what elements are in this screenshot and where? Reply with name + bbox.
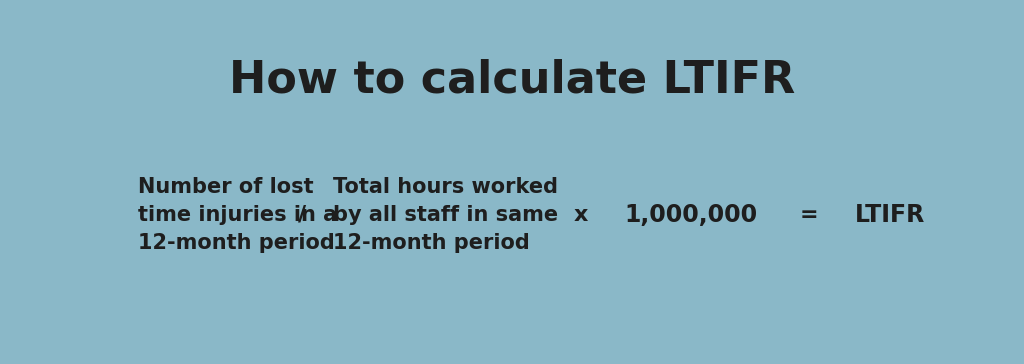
Text: x: x	[573, 205, 588, 225]
Text: =: =	[800, 205, 818, 225]
Text: LTIFR: LTIFR	[855, 203, 926, 227]
Text: 1,000,000: 1,000,000	[625, 203, 758, 227]
Text: Total hours worked
by all staff in same
12-month period: Total hours worked by all staff in same …	[333, 177, 558, 253]
Text: Number of lost
time injuries in a
12-month period: Number of lost time injuries in a 12-mon…	[138, 177, 337, 253]
Text: /: /	[298, 205, 306, 225]
Text: How to calculate LTIFR: How to calculate LTIFR	[229, 59, 795, 102]
